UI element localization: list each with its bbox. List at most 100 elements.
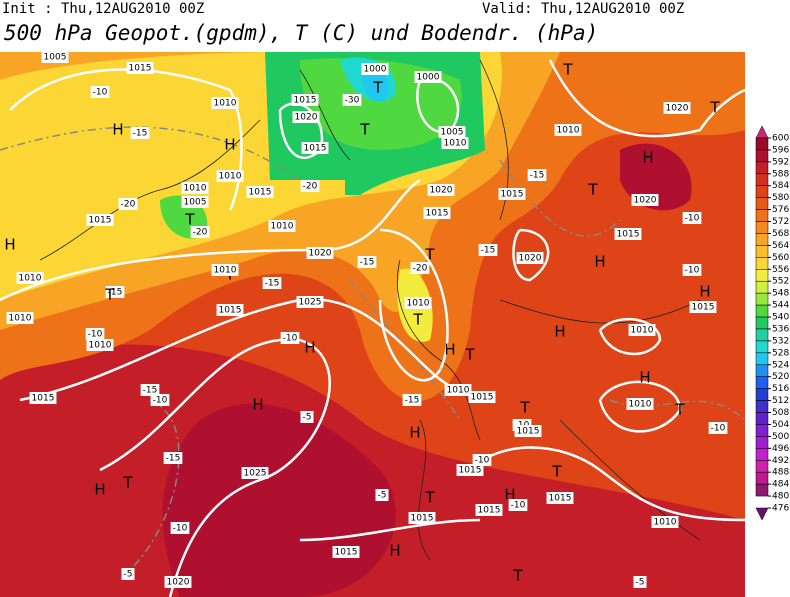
contour-label: -20 xyxy=(303,182,318,192)
label-box xyxy=(105,286,125,298)
label-box xyxy=(90,86,110,98)
pressure-center: T xyxy=(551,463,562,481)
contour-label: 1025 xyxy=(244,469,267,479)
label-box xyxy=(498,188,526,200)
label-box xyxy=(86,214,114,226)
pressure-center: T xyxy=(674,401,685,419)
label-box xyxy=(468,391,496,403)
colorbar-label: 496 xyxy=(772,444,789,454)
contour-label: 1025 xyxy=(299,298,322,308)
colorbar-label: 560 xyxy=(772,253,789,263)
label-box xyxy=(441,137,469,149)
contour-label: -20 xyxy=(193,228,208,238)
colorbar-bin xyxy=(755,173,769,186)
pressure-center: H xyxy=(504,486,515,504)
contour-label: 1010 xyxy=(407,299,430,309)
colorbar-bin xyxy=(755,221,769,234)
contour-label: -20 xyxy=(121,200,136,210)
colorbar-bin xyxy=(755,364,769,377)
pressure-center: T xyxy=(512,567,523,585)
colorbar-cap xyxy=(755,507,769,521)
contour-label: 1010 xyxy=(444,139,467,149)
colorbar-bin xyxy=(755,316,769,330)
colorbar-bin xyxy=(755,483,769,497)
contour-label: 1015 xyxy=(32,394,55,404)
pressure-center: H xyxy=(642,149,653,167)
label-box xyxy=(472,454,492,466)
label-box xyxy=(211,97,239,109)
colorbar-label: 500 xyxy=(772,432,789,442)
map: H H H T T 1005 1015 -10 1010 -15 1010 1010 1005 -20 10… xyxy=(0,51,745,597)
colorbar-bin xyxy=(755,161,769,175)
label-box xyxy=(478,244,498,256)
colorbar-bin xyxy=(755,269,769,282)
contour-label: -15 xyxy=(530,171,545,181)
label-box xyxy=(121,568,135,580)
label-box xyxy=(181,196,209,208)
colorbar-label: 492 xyxy=(772,456,789,466)
label-box xyxy=(456,464,484,476)
contour-label: -10 xyxy=(283,334,298,344)
contour-label: -10 xyxy=(711,424,726,434)
contour-label: 1020 xyxy=(634,196,657,206)
contour-label: 1010 xyxy=(654,518,677,528)
pressure-center: T xyxy=(372,79,383,97)
contour-label: 1005 xyxy=(44,53,67,63)
colorbar-bin xyxy=(755,388,769,401)
label-box xyxy=(268,220,296,232)
pressure-center: H xyxy=(639,369,650,387)
label-box xyxy=(300,411,314,423)
colorbar-bin xyxy=(755,400,769,413)
init-time: Init : Thu,12AUG2010 00Z xyxy=(2,1,204,17)
pressure-center: T xyxy=(709,99,720,117)
pressure-center: H xyxy=(112,121,123,139)
contour-label: 1000 xyxy=(417,73,440,83)
contour-label: 1010 xyxy=(447,386,470,396)
colorbar-label: 568 xyxy=(772,229,789,239)
label-box xyxy=(181,182,209,194)
pressure-center: H xyxy=(554,323,565,341)
pressure-center: H xyxy=(224,136,235,154)
label-box xyxy=(475,504,503,516)
contour-label: 1010 xyxy=(219,172,242,182)
colorbar-label: 512 xyxy=(772,396,789,406)
label-box xyxy=(682,264,702,276)
colorbar-bin xyxy=(755,137,769,151)
colorbar-bin xyxy=(755,471,769,485)
contour-label: -15 xyxy=(265,279,280,289)
label-box xyxy=(301,142,329,154)
pressure-center: H xyxy=(699,283,710,301)
colorbar-label: 576 xyxy=(772,205,789,215)
pressure-center: T xyxy=(519,399,530,417)
label-box xyxy=(86,339,114,351)
contour-label: 1015 xyxy=(478,506,501,516)
contour-label: -15 xyxy=(405,396,420,406)
label-box xyxy=(414,71,442,83)
contour-label: 1010 xyxy=(631,326,654,336)
label-box xyxy=(216,304,244,316)
label-box xyxy=(410,262,430,274)
contour-label: 1010 xyxy=(89,341,112,351)
pressure-center: H xyxy=(409,424,420,442)
label-box xyxy=(423,207,451,219)
colorbar-label: 528 xyxy=(772,348,789,358)
contour-label: 1010 xyxy=(629,400,652,410)
contour-label: 1020 xyxy=(167,578,190,588)
contour-label: 1010 xyxy=(214,266,237,276)
contour-label: -20 xyxy=(413,264,428,274)
pressure-center: H xyxy=(594,253,605,271)
label-box xyxy=(651,516,679,528)
colorbar-label: 580 xyxy=(772,193,789,203)
contour-label: 1005 xyxy=(184,198,207,208)
label-box xyxy=(444,384,472,396)
colorbar-bin xyxy=(755,280,769,294)
pressure-center: T xyxy=(412,311,423,329)
contour-label: 1010 xyxy=(19,274,42,284)
contour-label: -5 xyxy=(378,491,387,501)
label-box xyxy=(163,452,183,464)
label-box xyxy=(126,62,154,74)
colorbar-bin xyxy=(755,292,769,306)
label-box xyxy=(85,328,105,340)
contour-label: 1010 xyxy=(9,314,32,324)
